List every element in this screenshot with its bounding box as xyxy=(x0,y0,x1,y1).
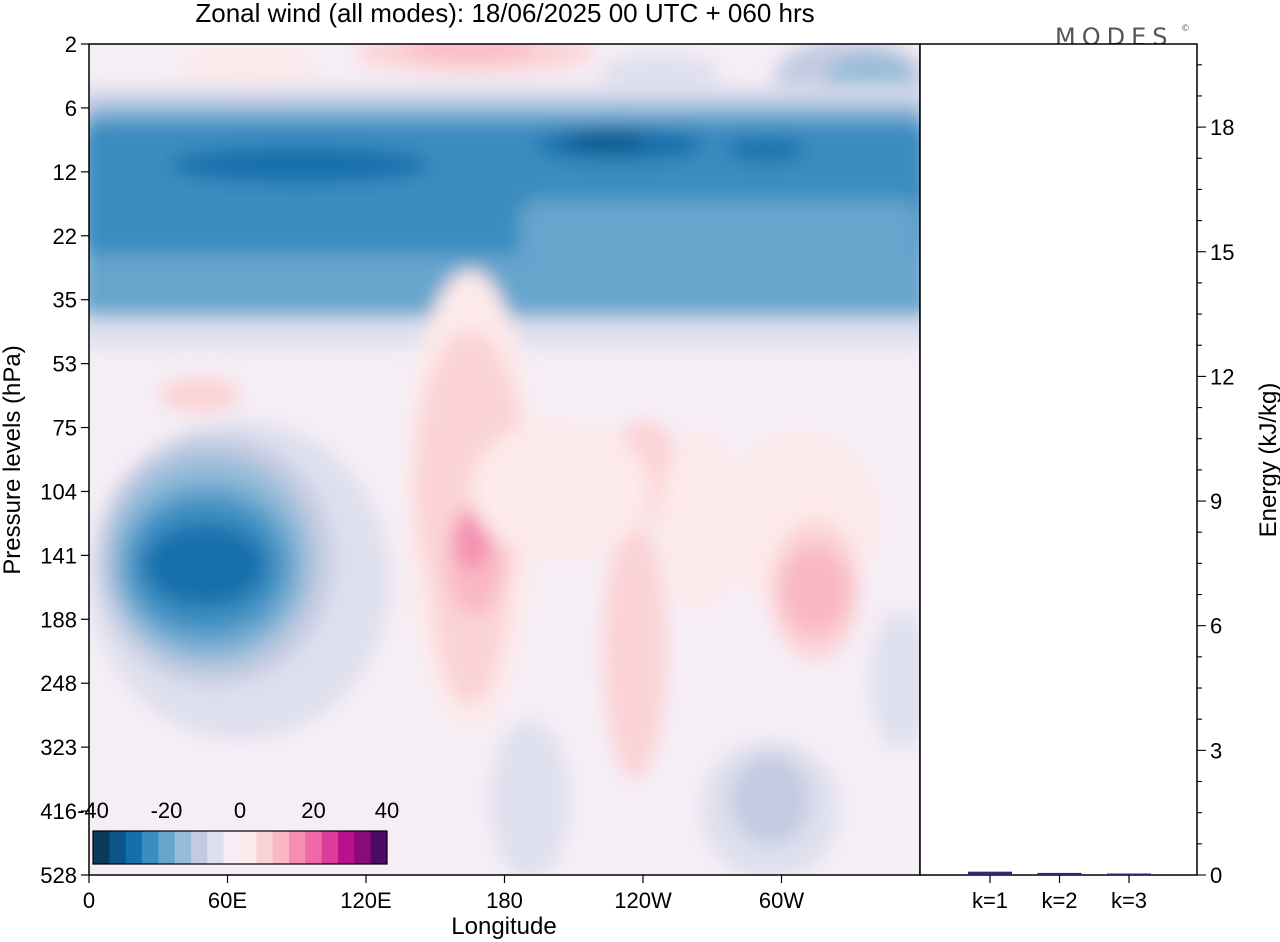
colorbar-tick-label: 0 xyxy=(234,798,246,823)
colorbar-swatch xyxy=(174,831,192,864)
y-tick-label: 2 xyxy=(65,32,77,57)
colorbar-swatch xyxy=(191,831,208,864)
y-tick-label: 528 xyxy=(40,863,77,888)
energy-tick-label: 0 xyxy=(1210,863,1222,888)
y-tick-label: 416 xyxy=(40,799,77,824)
colorbar-swatch xyxy=(370,831,388,864)
colorbar-swatch xyxy=(305,831,323,864)
energy-axis-label: Energy (kJ/kg) xyxy=(1255,383,1280,538)
modes-logo-mark: © xyxy=(1181,24,1196,34)
y-tick-label: 104 xyxy=(40,479,77,504)
colorbar-swatch xyxy=(321,831,339,864)
energy-bar xyxy=(1107,873,1151,875)
energy-tick-label: 15 xyxy=(1210,240,1234,265)
colorbar-swatch xyxy=(109,831,127,864)
colorbar-tick-label: -20 xyxy=(151,798,183,823)
heatmap-field xyxy=(89,44,920,875)
energy-bars xyxy=(968,871,1151,875)
x-axis-label: Longitude xyxy=(451,913,556,940)
colorbar-swatches xyxy=(93,831,388,864)
colorbar-swatch xyxy=(289,831,306,864)
pressure-axis: 2 6 12 22 35 53 75 104 141 188 248 323 416 528 xyxy=(40,32,89,888)
y-tick-label: 248 xyxy=(40,671,77,696)
colorbar-swatch xyxy=(338,831,355,864)
energy-tick-label: 6 xyxy=(1210,614,1222,639)
longitude-axis: 0 60E 120E 180 120W 60W xyxy=(83,875,804,913)
colorbar-swatch xyxy=(240,831,257,864)
energy-plot-area: 0 3 6 9 12 15 18 k=1 k=2 k=3 xyxy=(919,43,1234,913)
y-axis-label: Pressure levels (hPa) xyxy=(0,345,26,574)
colorbar-swatch xyxy=(272,831,290,864)
energy-tick-label: 18 xyxy=(1210,115,1234,140)
x-tick-label: 120W xyxy=(614,888,672,913)
energy-tick-label: 12 xyxy=(1210,364,1234,389)
y-tick-label: 188 xyxy=(40,607,77,632)
y-tick-label: 35 xyxy=(53,288,77,313)
colorbar-swatch xyxy=(93,831,110,864)
colorbar-swatch xyxy=(354,831,372,864)
y-tick-label: 12 xyxy=(53,160,77,185)
energy-axis: 0 3 6 9 12 15 18 xyxy=(1197,64,1234,888)
colorbar: -40 -20 0 20 40 xyxy=(77,798,399,865)
colorbar-tick-label: 40 xyxy=(375,798,399,823)
heatmap-plot-area xyxy=(88,43,921,876)
energy-categories: k=1 k=2 k=3 xyxy=(972,875,1147,913)
colorbar-tick-label: 20 xyxy=(301,798,325,823)
y-tick-label: 323 xyxy=(40,735,77,760)
energy-frame xyxy=(919,43,1198,876)
energy-bar xyxy=(968,871,1012,875)
energy-bar xyxy=(1037,872,1082,875)
y-tick-label: 75 xyxy=(53,416,77,441)
colorbar-swatch xyxy=(142,831,159,864)
colorbar-frame xyxy=(92,830,388,865)
x-tick-label: 180 xyxy=(486,888,523,913)
x-tick-label: 120E xyxy=(340,888,391,913)
colorbar-swatch xyxy=(158,831,176,864)
energy-category-label: k=1 xyxy=(972,888,1008,913)
x-tick-label: 60W xyxy=(759,888,804,913)
chart-title: Zonal wind (all modes): 18/06/2025 00 UT… xyxy=(195,0,814,28)
colorbar-swatch xyxy=(125,831,143,864)
colorbar-swatch xyxy=(256,831,274,864)
energy-category-label: k=2 xyxy=(1041,888,1077,913)
y-tick-label: 6 xyxy=(65,96,77,121)
y-tick-label: 141 xyxy=(40,543,77,568)
y-tick-label: 53 xyxy=(53,352,77,377)
energy-category-label: k=3 xyxy=(1111,888,1147,913)
x-tick-label: 60E xyxy=(208,888,247,913)
colorbar-swatch xyxy=(223,831,241,864)
energy-tick-label: 9 xyxy=(1210,489,1222,514)
colorbar-swatch xyxy=(207,831,225,864)
energy-tick-label: 3 xyxy=(1210,738,1222,763)
y-tick-label: 22 xyxy=(53,224,77,249)
x-tick-label: 0 xyxy=(83,888,95,913)
